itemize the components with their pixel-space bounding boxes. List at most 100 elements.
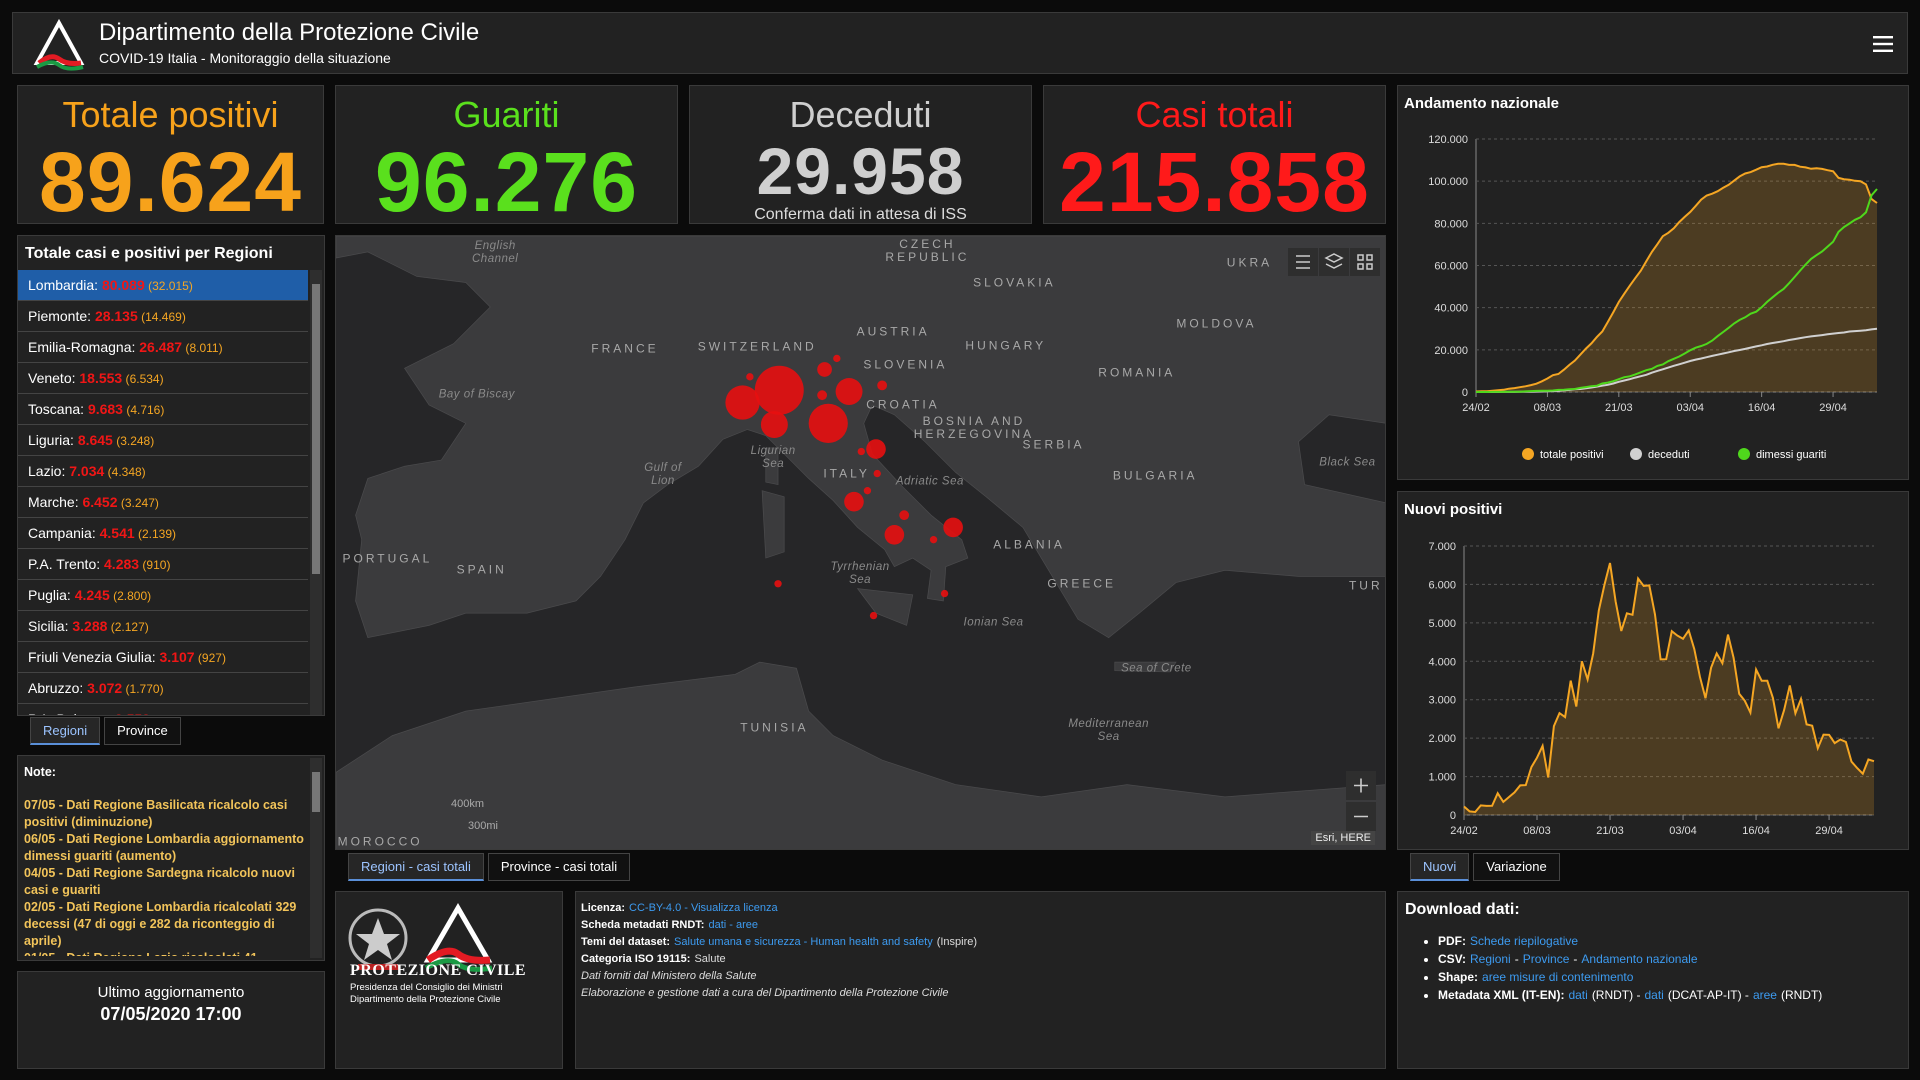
note-item: 04/05 - Dati Regione Sardegna ricalcolo … bbox=[24, 866, 295, 897]
text: Elaborazione e gestione dati a cura del … bbox=[581, 987, 949, 999]
attribution: Esri, HERE bbox=[1311, 831, 1375, 845]
map-bubble bbox=[929, 536, 938, 544]
y-tick-label: 7.000 bbox=[1428, 541, 1456, 553]
y-tick-label: 0 bbox=[1450, 810, 1456, 822]
y-tick-label: 2.000 bbox=[1428, 733, 1456, 745]
logo-panel: PROTEZIONE CIVILE Presidenza del Consigl… bbox=[335, 891, 563, 1069]
tab[interactable]: Province bbox=[104, 717, 181, 745]
map-bubble bbox=[899, 510, 910, 521]
map-label: Adriatic Sea bbox=[895, 475, 964, 488]
text: Shape: bbox=[1438, 970, 1479, 984]
map-bubble bbox=[817, 390, 828, 401]
scrollbar[interactable] bbox=[310, 270, 322, 715]
region-name: Lombardia bbox=[28, 277, 95, 293]
x-tick-label: 16/04 bbox=[1742, 825, 1770, 837]
scale-label: 300mi bbox=[468, 820, 498, 832]
chart-tabs: Nuovi Variazione bbox=[1410, 853, 1560, 881]
region-row[interactable]: Marche6.4523.247 bbox=[18, 487, 308, 518]
region-name: Liguria bbox=[28, 432, 71, 448]
map-label: TUNISIA bbox=[740, 720, 809, 735]
text: (RNDT) - bbox=[1591, 988, 1641, 1002]
link[interactable]: Regioni bbox=[1470, 952, 1511, 966]
map-bubble bbox=[725, 385, 760, 420]
logo-lines: Presidenza del Consiglio dei Ministri Dip… bbox=[350, 982, 503, 1006]
map-label: ITALY bbox=[823, 466, 870, 481]
logo-icon bbox=[33, 18, 85, 71]
region-positives: 8.011 bbox=[182, 341, 222, 355]
menu-button[interactable] bbox=[1873, 35, 1895, 53]
map-tabs: Regioni - casi totali Province - casi tot… bbox=[348, 853, 631, 881]
download-item: Metadata XML (IT-EN):dati(RNDT) -dati(DC… bbox=[1438, 986, 1908, 1004]
map-bubble bbox=[877, 380, 888, 391]
y-tick-label: 6.000 bbox=[1428, 579, 1456, 591]
x-tick-label: 08/03 bbox=[1523, 825, 1551, 837]
map-label: Sea of Crete bbox=[1121, 662, 1192, 675]
region-row[interactable]: P.A. Trento4.283910 bbox=[18, 549, 308, 580]
region-row[interactable]: P.A. Bolzano2.552551 bbox=[18, 704, 308, 715]
legend-label: dimessi guariti bbox=[1756, 449, 1826, 461]
tab[interactable]: Nuovi bbox=[1410, 853, 1470, 881]
tab[interactable]: Regioni bbox=[30, 717, 101, 745]
region-row[interactable]: Friuli Venezia Giulia3.107927 bbox=[18, 642, 308, 673]
region-total: 4.283 bbox=[96, 556, 139, 572]
region-name: Veneto bbox=[28, 370, 72, 386]
x-tick-label: 21/03 bbox=[1596, 825, 1624, 837]
logo-line: Dipartimento della Protezione Civile bbox=[350, 994, 501, 1005]
map-bubble bbox=[817, 362, 832, 377]
region-row[interactable]: Piemonte28.13514.469 bbox=[18, 301, 308, 332]
legend-marker bbox=[1738, 448, 1750, 460]
map-label: FRANCE bbox=[591, 341, 659, 356]
chart-title: Andamento nazionale bbox=[1404, 95, 1559, 112]
tab[interactable]: Province - casi totali bbox=[487, 853, 631, 881]
kpi-value: 89.624 bbox=[39, 135, 302, 224]
link[interactable]: aree misure di contenimento bbox=[1482, 970, 1634, 984]
link[interactable]: dati bbox=[1568, 988, 1588, 1002]
download-item: CSV:Regioni-Province-Andamento nazionale bbox=[1438, 950, 1908, 968]
scrollbar[interactable] bbox=[310, 758, 322, 958]
x-tick-label: 03/04 bbox=[1669, 825, 1697, 837]
region-row[interactable]: Puglia4.2452.800 bbox=[18, 580, 308, 611]
region-positives: 14.469 bbox=[138, 310, 186, 324]
region-total: 3.107 bbox=[152, 649, 195, 665]
region-positives: 2.139 bbox=[135, 527, 176, 541]
text: CSV: bbox=[1438, 952, 1467, 966]
region-row[interactable]: Lazio7.0344.348 bbox=[18, 456, 308, 487]
link[interactable]: Andamento nazionale bbox=[1581, 952, 1698, 966]
chart-panel: Nuovi positivi 0 1.000 2.000 3.000 4.000 5.000… bbox=[1397, 491, 1909, 850]
text: Categoria ISO 19115: bbox=[581, 953, 691, 965]
region-row[interactable]: Emilia-Romagna26.4878.011 bbox=[18, 332, 308, 363]
tab[interactable]: Regioni - casi totali bbox=[348, 853, 484, 881]
map-bubble bbox=[869, 611, 878, 620]
map-bubble bbox=[940, 589, 949, 598]
link[interactable]: aree bbox=[1752, 988, 1777, 1002]
region-row[interactable]: Abruzzo3.0721.770 bbox=[18, 673, 308, 704]
link[interactable]: dati bbox=[1644, 988, 1664, 1002]
region-name: Puglia bbox=[28, 587, 67, 603]
regions-list: Lombardia80.08932.015Piemonte28.13514.46… bbox=[18, 270, 308, 715]
y-tick-label: 100.000 bbox=[1428, 176, 1468, 188]
region-row[interactable]: Campania4.5412.139 bbox=[18, 518, 308, 549]
map-bubble bbox=[760, 411, 788, 439]
region-row[interactable]: Lombardia80.08932.015 bbox=[18, 270, 308, 301]
link[interactable]: CC-BY-4.0 - Visualizza licenza bbox=[629, 902, 778, 914]
region-row[interactable]: Veneto18.5536.534 bbox=[18, 363, 308, 394]
region-row[interactable]: Sicilia3.2882.127 bbox=[18, 611, 308, 642]
region-tabs: Regioni Province bbox=[30, 717, 181, 745]
x-tick-label: 24/02 bbox=[1450, 825, 1478, 837]
region-row[interactable]: Liguria8.6453.248 bbox=[18, 425, 308, 456]
link[interactable]: dati - aree bbox=[708, 919, 759, 931]
map-label: Black Sea bbox=[1319, 456, 1376, 469]
line bbox=[1476, 188, 1878, 393]
text: Temi del dataset: bbox=[581, 936, 671, 948]
map-label: Bay of Biscay bbox=[438, 388, 515, 401]
region-name: Piemonte bbox=[28, 308, 88, 324]
legend-label: deceduti bbox=[1648, 449, 1690, 461]
link[interactable]: Province bbox=[1522, 952, 1570, 966]
region-positives: 3.248 bbox=[113, 434, 154, 448]
map[interactable]: English Channel CZECH REPUBLIC SLOVAKIA UKR… bbox=[335, 235, 1386, 850]
tab[interactable]: Variazione bbox=[1473, 853, 1560, 881]
link[interactable]: Schede riepilogative bbox=[1470, 934, 1579, 948]
region-row[interactable]: Toscana9.6834.716 bbox=[18, 394, 308, 425]
link[interactable]: Salute umana e sicurezza - Human health … bbox=[674, 936, 933, 948]
map-label: Ligurian Sea bbox=[750, 444, 796, 470]
